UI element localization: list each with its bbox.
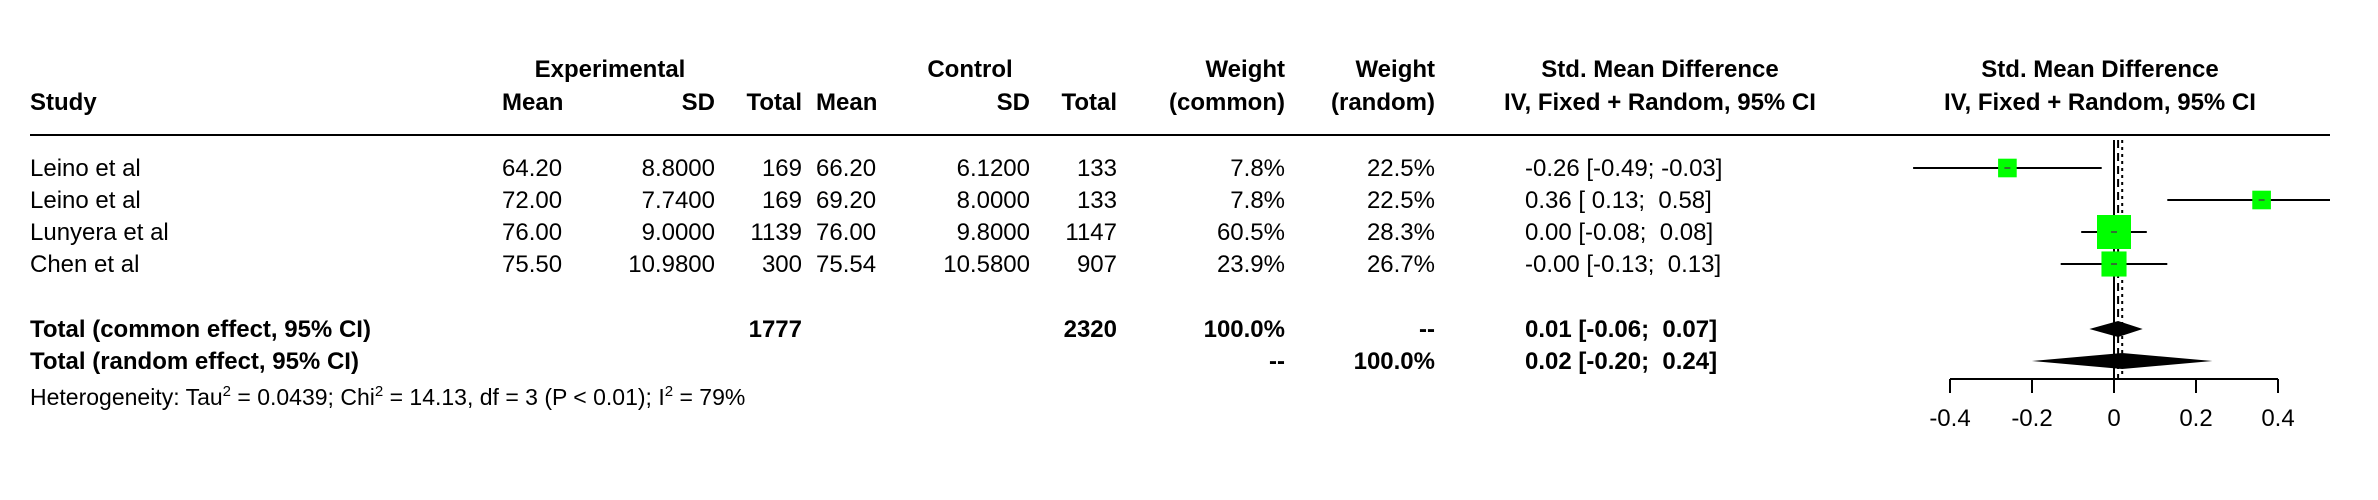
header-c-sd: SD (996, 89, 1030, 116)
total-common-weight-common: 100.0% (1203, 316, 1285, 343)
x-tick-label: -0.2 (2011, 405, 2052, 432)
header-control: Control (927, 56, 1013, 83)
header-rule (30, 134, 2330, 136)
study-name: Lunyera et al (30, 219, 169, 246)
study-name: Leino et al (30, 155, 141, 182)
heterogeneity-text: Heterogeneity: Tau2 = 0.0439; Chi2 = 14.… (30, 383, 745, 411)
e-sd: 7.7400 (641, 187, 715, 214)
header-experimental: Experimental (534, 56, 686, 83)
e-sd: 8.8000 (641, 155, 715, 182)
chi-superscript: 2 (374, 383, 384, 400)
ci-text: 0.36 [ 0.13; 0.58] (1525, 187, 1712, 214)
e-mean: 75.50 (502, 251, 563, 278)
i-value: = 79% (673, 384, 746, 410)
header-smd-plot-title: Std. Mean Difference (1981, 56, 2219, 83)
e-mean: 72.00 (502, 187, 563, 214)
total-random-weight-common: -- (1269, 348, 1285, 375)
e-total: 1139 (750, 219, 802, 246)
c-total: 1147 (1065, 219, 1117, 246)
ci-text: -0.26 [-0.49; -0.03] (1525, 155, 1723, 182)
total-common-ci-text: 0.01 [-0.06; 0.07] (1525, 316, 1718, 343)
weight-random: 26.7% (1366, 251, 1435, 278)
tau-value: = 0.0439; Chi (231, 384, 375, 410)
header-e-total: Total (746, 89, 802, 116)
pooled-diamond (2032, 353, 2213, 369)
x-tick-label: 0.2 (2179, 405, 2212, 432)
c-mean: 69.20 (816, 187, 877, 214)
e-total: 169 (761, 187, 802, 214)
e-total: 300 (761, 251, 802, 278)
weight-random: 28.3% (1366, 219, 1435, 246)
weight-common: 7.8% (1230, 155, 1285, 182)
c-mean: 76.00 (816, 219, 877, 246)
ci-text: 0.00 [-0.08; 0.08] (1525, 219, 1714, 246)
e-sd: 10.9800 (628, 251, 715, 278)
weight-common: 23.9% (1216, 251, 1285, 278)
header-e-mean: Mean (502, 89, 564, 116)
header-smd-title: Std. Mean Difference (1541, 56, 1779, 83)
total-random-weight-random: 100.0% (1353, 348, 1435, 375)
x-tick-label: 0 (2107, 405, 2120, 432)
total-common-e-total: 1777 (748, 316, 802, 343)
header-smd-method: IV, Fixed + Random, 95% CI (1504, 89, 1816, 116)
header-weight-random-top: Weight (1355, 56, 1435, 83)
c-sd: 9.8000 (956, 219, 1030, 246)
header-weight-random: (random) (1331, 89, 1435, 116)
i-superscript: 2 (664, 383, 674, 400)
total-random-label: Total (random effect, 95% CI) (30, 348, 359, 375)
x-tick-label: 0.4 (2261, 405, 2294, 432)
c-sd: 10.5800 (943, 251, 1030, 278)
c-mean: 66.20 (816, 155, 877, 182)
header-study: Study (30, 89, 97, 116)
header-c-mean: Mean (816, 89, 878, 116)
e-mean: 64.20 (502, 155, 563, 182)
study-name: Leino et al (30, 187, 141, 214)
c-sd: 8.0000 (956, 187, 1030, 214)
pooled-diamond (2089, 321, 2143, 337)
weight-random: 22.5% (1366, 187, 1435, 214)
c-sd: 6.1200 (956, 155, 1030, 182)
total-common-c-total: 2320 (1063, 316, 1117, 343)
tau-superscript: 2 (222, 383, 231, 400)
e-mean: 76.00 (502, 219, 563, 246)
total-common-weight-random: -- (1419, 316, 1435, 343)
weight-common: 7.8% (1230, 187, 1285, 214)
study-name: Chen et al (30, 251, 140, 278)
header-weight-common: (common) (1169, 89, 1285, 116)
e-sd: 9.0000 (641, 219, 715, 246)
c-total: 907 (1076, 251, 1117, 278)
header-c-total: Total (1061, 89, 1117, 116)
total-random-ci-text: 0.02 [-0.20; 0.24] (1525, 348, 1718, 375)
heterogeneity-prefix: Heterogeneity: Tau (30, 384, 223, 410)
x-tick-label: -0.4 (1929, 405, 1970, 432)
header-weight-common-top: Weight (1205, 56, 1285, 83)
weight-common: 60.5% (1216, 219, 1285, 246)
e-total: 169 (761, 155, 802, 182)
weight-random: 22.5% (1366, 155, 1435, 182)
total-common-label: Total (common effect, 95% CI) (30, 316, 371, 343)
c-mean: 75.54 (816, 251, 877, 278)
header-smd-plot-method: IV, Fixed + Random, 95% CI (1944, 89, 2256, 116)
header-e-sd: SD (681, 89, 715, 116)
chi-value: = 14.13, df = 3 (P < 0.01); I (383, 384, 665, 410)
ci-text: -0.00 [-0.13; 0.13] (1525, 251, 1722, 278)
c-total: 133 (1076, 155, 1117, 182)
c-total: 133 (1076, 187, 1117, 214)
